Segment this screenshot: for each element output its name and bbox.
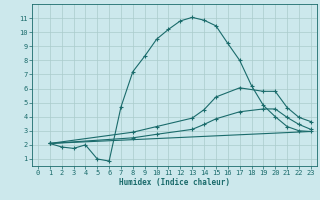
X-axis label: Humidex (Indice chaleur): Humidex (Indice chaleur) (119, 178, 230, 187)
